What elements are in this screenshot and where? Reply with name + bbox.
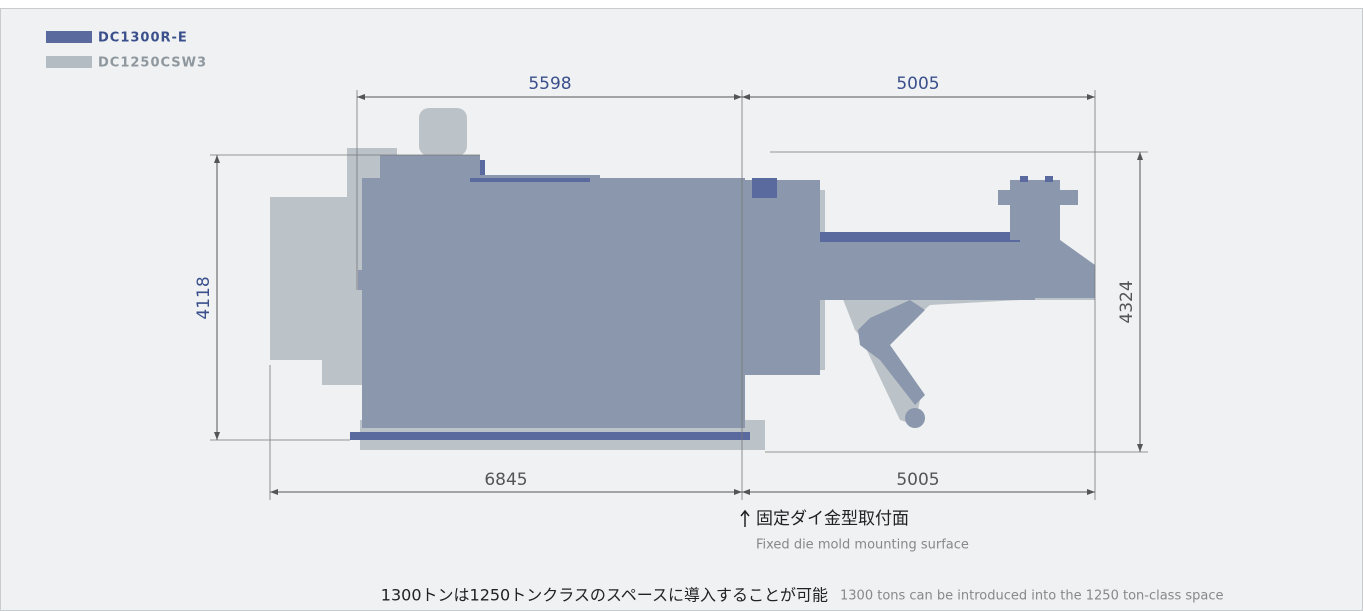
dimension-label: 6845 bbox=[484, 470, 527, 490]
legend-label: DC1300R-E bbox=[98, 31, 188, 46]
legend-label: DC1250CSW3 bbox=[98, 56, 207, 71]
legend-swatch bbox=[46, 56, 92, 68]
dimension-label: 5598 bbox=[528, 74, 571, 94]
page: DC1300R-E DC1250CSW3 bbox=[0, 0, 1364, 611]
dimension-label: 4118 bbox=[194, 276, 214, 319]
dimension-label: 4324 bbox=[1117, 280, 1137, 323]
diagram: DC1300R-E DC1250CSW3 bbox=[0, 0, 1364, 611]
dimension-label: 5005 bbox=[896, 470, 939, 490]
legend-swatch bbox=[46, 31, 92, 43]
dimension-label: 5005 bbox=[896, 74, 939, 94]
annotation-title: 固定ダイ金型取付面 bbox=[756, 509, 909, 529]
footer-japanese: 1300トンは1250トンクラスのスペースに導入することが可能 bbox=[381, 586, 828, 605]
annotation-subtitle: Fixed die mold mounting surface bbox=[756, 538, 969, 553]
footer-english: 1300 tons can be introduced into the 125… bbox=[840, 589, 1224, 604]
